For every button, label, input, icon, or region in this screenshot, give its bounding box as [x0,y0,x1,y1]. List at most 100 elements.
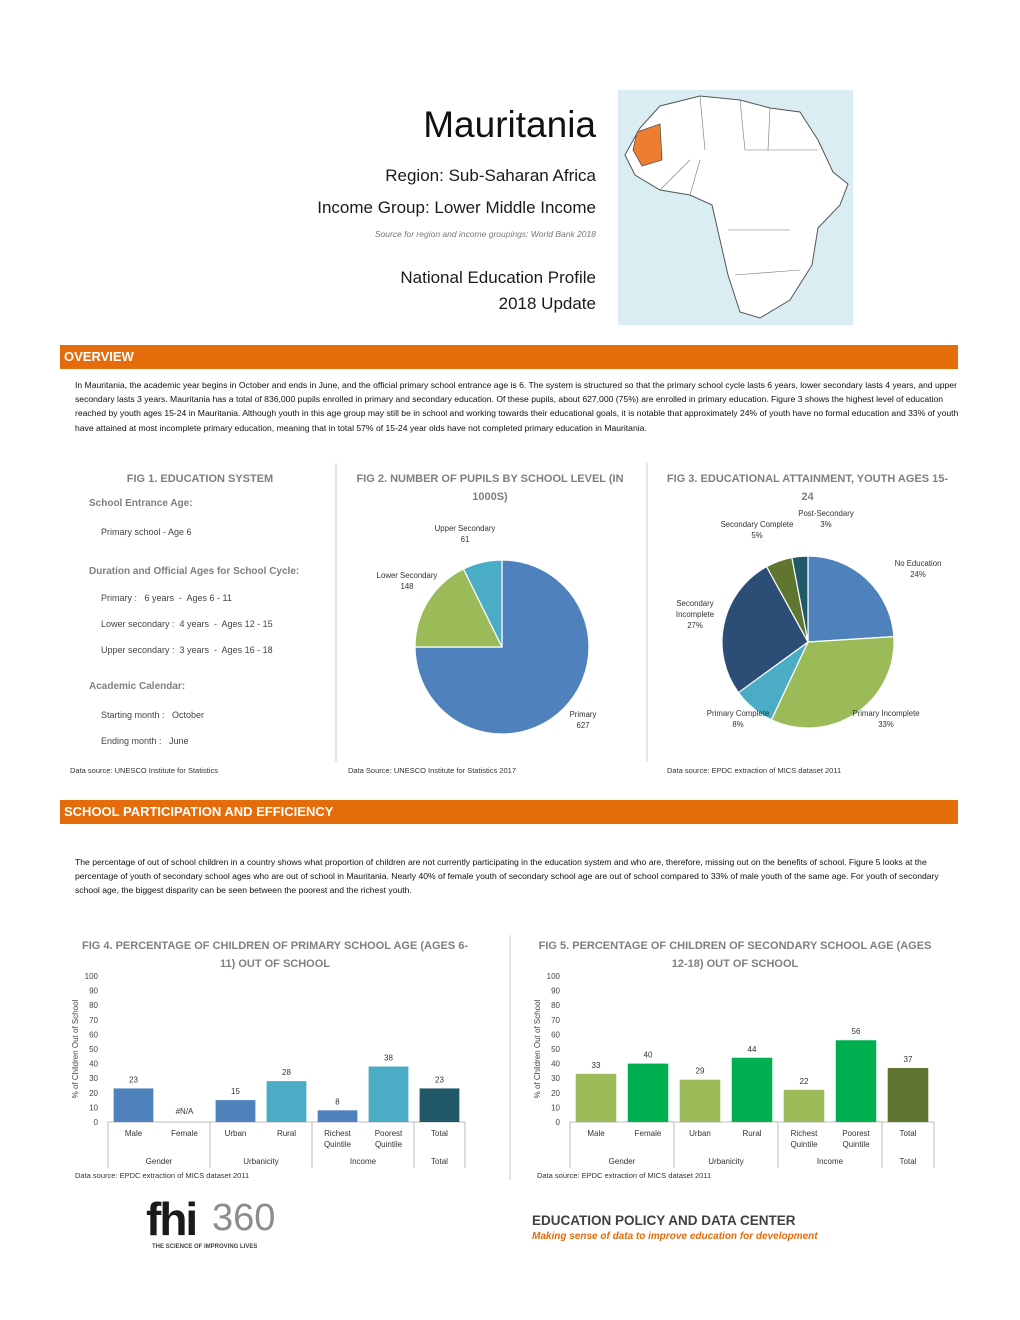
slice-value: 8% [732,720,744,729]
group-label: Gender [145,1157,173,1166]
group-label: Income [816,1157,844,1166]
text: Upper secondary : 3 years - Ages 16 - 18 [101,645,273,655]
y-tick-label: 10 [551,1103,560,1112]
bar [266,1081,307,1122]
source: Data source: UNESCO Institute for Statis… [70,766,218,775]
x-tick-label: Total [431,1129,448,1138]
bar [215,1100,256,1122]
map-borders [659,95,818,276]
text: Ending month : June [101,736,189,746]
x-tick-label: Rural [276,1129,297,1138]
data-label: 23 [129,1075,138,1084]
x-tick-label: Rural [742,1129,762,1138]
bar [627,1063,669,1122]
slice-label: Primary Incomplete 33% [848,708,924,730]
slice-name: Secondary Complete [720,520,794,529]
y-tick-label: 80 [89,1001,98,1010]
bar [731,1057,773,1122]
figure-title: FIG 3. EDUCATIONAL ATTAINMENT, YOUTH AGE… [666,473,949,503]
slice-label: Post-Secondary 3% [788,508,864,530]
x-tick-label: Male [124,1129,143,1138]
logo: 360 [212,1197,276,1239]
bar [575,1073,617,1122]
y-tick-label: 20 [551,1089,560,1098]
slice-name: Lower Secondary [376,571,438,580]
logo: fhi [146,1193,198,1245]
y-tick-label: 100 [85,972,99,981]
bar [887,1067,929,1122]
slice-value: 27% [687,621,703,630]
label: School Entrance Age: [89,498,193,509]
y-tick-label: 0 [556,1118,561,1127]
x-tick-label: Urban [689,1129,711,1138]
group-label: Urbanicity [708,1157,744,1166]
map-africa [624,95,849,319]
y-tick-label: 100 [547,972,561,981]
y-tick-label: 70 [89,1016,98,1025]
slice-label: Secondary Complete 5% [719,519,795,541]
y-tick-label: 90 [551,987,560,996]
slice-name: Primary Complete [706,709,770,718]
section-heading: SCHOOL PARTICIPATION AND EFFICIENCY [60,800,958,824]
logo-tagline: THE SCIENCE OF IMPROVING LIVES [152,1244,258,1250]
x-tick-label: Female [634,1129,662,1138]
profile: National Education Profile [400,268,596,287]
group-label: Total [431,1157,448,1166]
y-tick-label: 50 [551,1045,560,1054]
slice-label: Upper Secondary 61 [427,523,503,545]
y-tick-label: 30 [551,1074,560,1083]
data-label: 23 [435,1075,444,1084]
bar [317,1110,358,1122]
source: Data source: EPDC extraction of MICS dat… [667,766,842,775]
slice-name: Post-Secondary [798,509,854,518]
bar [679,1079,721,1122]
slice-name: No Education [894,559,942,568]
section-heading: OVERVIEW [60,345,958,369]
slice-label: Secondary Incomplete 27% [657,598,733,631]
y-tick-label: 60 [551,1030,560,1039]
y-tick-label: 50 [89,1045,98,1054]
slice-value: 148 [400,582,414,591]
y-tick-label: 70 [551,1016,560,1025]
figure-title: FIG 4. PERCENTAGE OF CHILDREN OF PRIMARY… [81,940,469,970]
region: Region: Sub-Saharan Africa [385,166,596,185]
bar [783,1089,825,1122]
slice-label: No Education 24% [880,558,956,580]
source: Data source: EPDC extraction of MICS dat… [75,1171,250,1180]
figure-title: FIG 2. NUMBER OF PUPILS BY SCHOOL LEVEL … [356,473,624,503]
text: Lower secondary : 4 years - Ages 12 - 15 [101,619,273,629]
slice-label: Primary 627 [545,709,621,731]
x-tick-label: Richest Quintile [323,1129,352,1149]
slice-value: 33% [878,720,894,729]
label: Duration and Official Ages for School Cy… [89,566,300,577]
group-label: Urbanicity [243,1157,279,1166]
pie-slice [414,568,503,648]
x-tick-label: Richest Quintile [790,1129,818,1149]
source-note: Source for region and income groupings: … [374,229,596,239]
data-label: 28 [282,1068,291,1077]
slice-name: Secondary Incomplete [675,599,715,619]
slice-value: 24% [910,570,926,579]
y-tick-label: 60 [89,1030,98,1039]
data-label: #N/A [176,1107,194,1116]
pie-slice [462,559,503,648]
group-label: Total [899,1157,917,1166]
y-tick-label: 80 [551,1001,560,1010]
group-label: Gender [608,1157,636,1166]
data-label: 37 [904,1055,913,1064]
source: Data Source: UNESCO Institute for Statis… [348,766,516,775]
slice-label: Lower Secondary 148 [369,570,445,592]
pie-slice [721,565,809,694]
text: Primary school - Age 6 [101,527,192,537]
slice-value: 5% [751,531,763,540]
label: Academic Calendar: [89,681,186,692]
text: Starting month : October [101,710,205,720]
paragraph: In Mauritania, the academic year begins … [75,380,959,433]
bar [368,1066,409,1122]
slice-name: Upper Secondary [434,524,496,533]
paragraph: The percentage of out of school children… [75,857,939,896]
data-label: 8 [335,1097,340,1106]
y-axis-label: % of Children Out of School [71,999,80,1098]
